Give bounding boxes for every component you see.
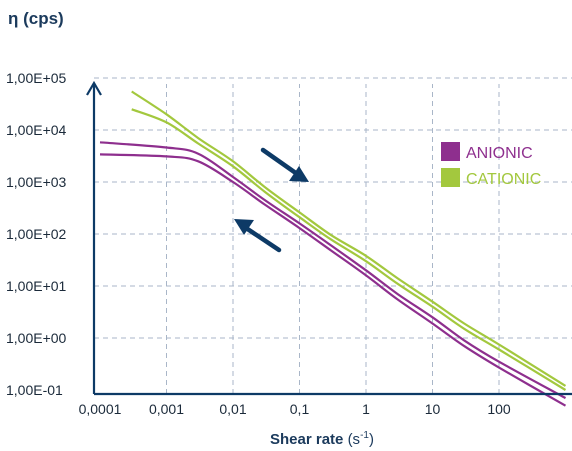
series-line-cationic-down xyxy=(131,108,567,391)
legend-swatch-anionic xyxy=(441,142,460,161)
x-tick-labels: 0,0001 0,001 0,01 0,1 1 10 100 xyxy=(79,401,511,417)
legend: ANIONIC CATIONIC xyxy=(441,142,541,188)
x-tick-label: 0,1 xyxy=(290,401,310,417)
series-lines xyxy=(99,90,567,407)
x-tick-label: 0,0001 xyxy=(79,401,122,417)
y-tick-label: 1,00E+02 xyxy=(6,226,67,242)
y-axis-arrow-icon xyxy=(86,80,102,96)
series-line-cationic-up xyxy=(131,90,567,387)
y-tick-label: 1,00E+00 xyxy=(6,330,67,346)
x-tick-label: 1 xyxy=(362,401,370,417)
x-tick-label: 0,01 xyxy=(219,401,246,417)
y-tick-label: 1,00E-01 xyxy=(6,382,63,398)
x-axis-title: Shear rate (s-1) xyxy=(270,430,374,448)
direction-arrows xyxy=(234,147,309,253)
y-tick-labels: 1,00E-01 1,00E+00 1,00E+01 1,00E+02 1,00E+03… xyxy=(6,70,67,398)
grid-lines xyxy=(94,77,572,394)
series-line-anionic-up xyxy=(99,141,567,400)
x-tick-label: 100 xyxy=(487,401,511,417)
x-tick-label: 10 xyxy=(425,401,441,417)
y-tick-label: 1,00E+03 xyxy=(6,174,67,190)
y-tick-label: 1,00E+05 xyxy=(6,70,67,86)
y-axis-title: η (cps) xyxy=(8,9,64,28)
legend-label-anionic: ANIONIC xyxy=(466,145,533,162)
axes xyxy=(86,80,572,396)
arrow-down-right-icon xyxy=(260,147,309,182)
y-tick-label: 1,00E+01 xyxy=(6,278,67,294)
x-tick-label: 0,001 xyxy=(149,401,184,417)
y-tick-label: 1,00E+04 xyxy=(6,122,67,138)
arrow-up-left-icon xyxy=(234,219,282,253)
series-line-anionic-down xyxy=(99,153,567,407)
legend-swatch-cationic xyxy=(441,168,460,187)
legend-label-cationic: CATIONIC xyxy=(466,171,541,188)
